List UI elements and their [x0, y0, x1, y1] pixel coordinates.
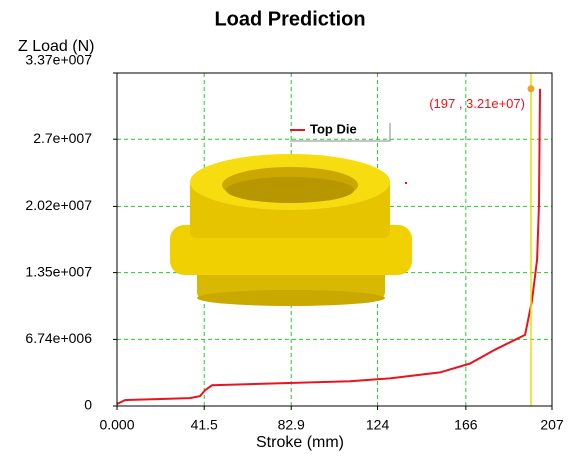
y-axis-label: Z Load (N) — [18, 38, 94, 55]
x-tick-label: 124 — [366, 417, 390, 433]
y-tick-label: 2.02e+007 — [25, 197, 92, 213]
y-tick-label: 0 — [84, 397, 92, 413]
marker-label: (197 , 3.21e+07) — [429, 96, 525, 111]
x-tick-label: 82.9 — [278, 417, 305, 433]
part-bottom-edge — [197, 290, 385, 306]
x-tick-label: 0.000 — [99, 417, 134, 433]
chart-title: Load Prediction — [214, 8, 365, 30]
point-marker — [405, 182, 407, 184]
plot-border — [116, 72, 553, 407]
y-tick-label: 6.74e+006 — [25, 330, 92, 346]
part-image — [170, 154, 412, 306]
y-tick-label: 2.7e+007 — [33, 130, 92, 146]
marker-point — [527, 85, 535, 93]
part-hole-inner — [226, 177, 354, 203]
x-tick-label: 166 — [454, 417, 478, 433]
x-axis-label: Stroke (mm) — [256, 434, 344, 451]
series-line — [116, 88, 542, 405]
legend-box — [290, 123, 391, 142]
legend-label: Top Die — [310, 121, 357, 136]
y-tick-label: 3.37e+007 — [25, 52, 92, 68]
x-tick-label: 41.5 — [191, 417, 218, 433]
y-tick-label: 1.35e+007 — [25, 263, 92, 279]
x-tick-label: 207 — [540, 417, 564, 433]
